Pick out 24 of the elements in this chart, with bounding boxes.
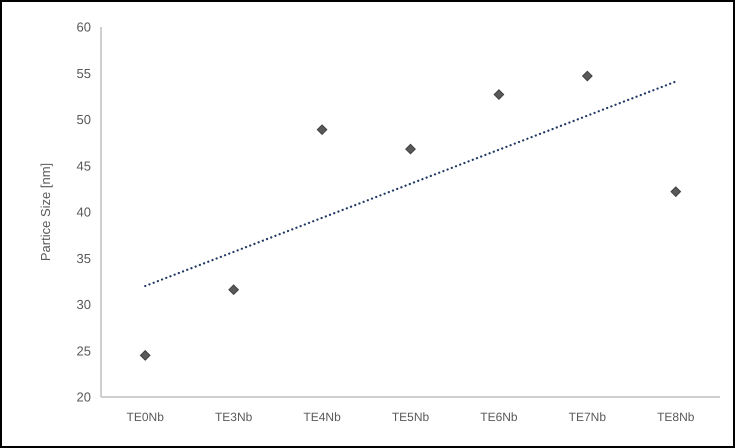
point: [582, 70, 593, 82]
y-axis-title: Partice Size [nm]: [38, 162, 53, 262]
point: [494, 89, 504, 100]
y-tick-label: 60: [76, 20, 91, 35]
y-tick-label: 35: [76, 250, 91, 266]
x-tick-label: TE5Nb: [392, 410, 430, 424]
y-tick-label: 25: [76, 343, 91, 358]
point: [140, 350, 150, 361]
y-tick-label: 50: [76, 112, 91, 128]
x-tick-label: TE8Nb: [657, 410, 695, 424]
point: [228, 284, 239, 295]
x-tick-label: TE6Nb: [480, 410, 518, 424]
y-tick-label: 55: [76, 66, 91, 81]
x-tick-label: TE4Nb: [303, 410, 342, 424]
x-tick-label: TE3Nb: [214, 410, 253, 424]
x-tick-label: TE0Nb: [126, 410, 164, 424]
y-tick-label: 30: [76, 297, 91, 312]
x-tick-label: TE7Nb: [568, 410, 606, 424]
point: [405, 144, 416, 154]
y-tick-label: 20: [76, 390, 91, 405]
point: [316, 124, 328, 135]
y-tick-label: 45: [76, 158, 91, 174]
point: [670, 186, 682, 197]
y-tick-label: 40: [76, 204, 91, 220]
